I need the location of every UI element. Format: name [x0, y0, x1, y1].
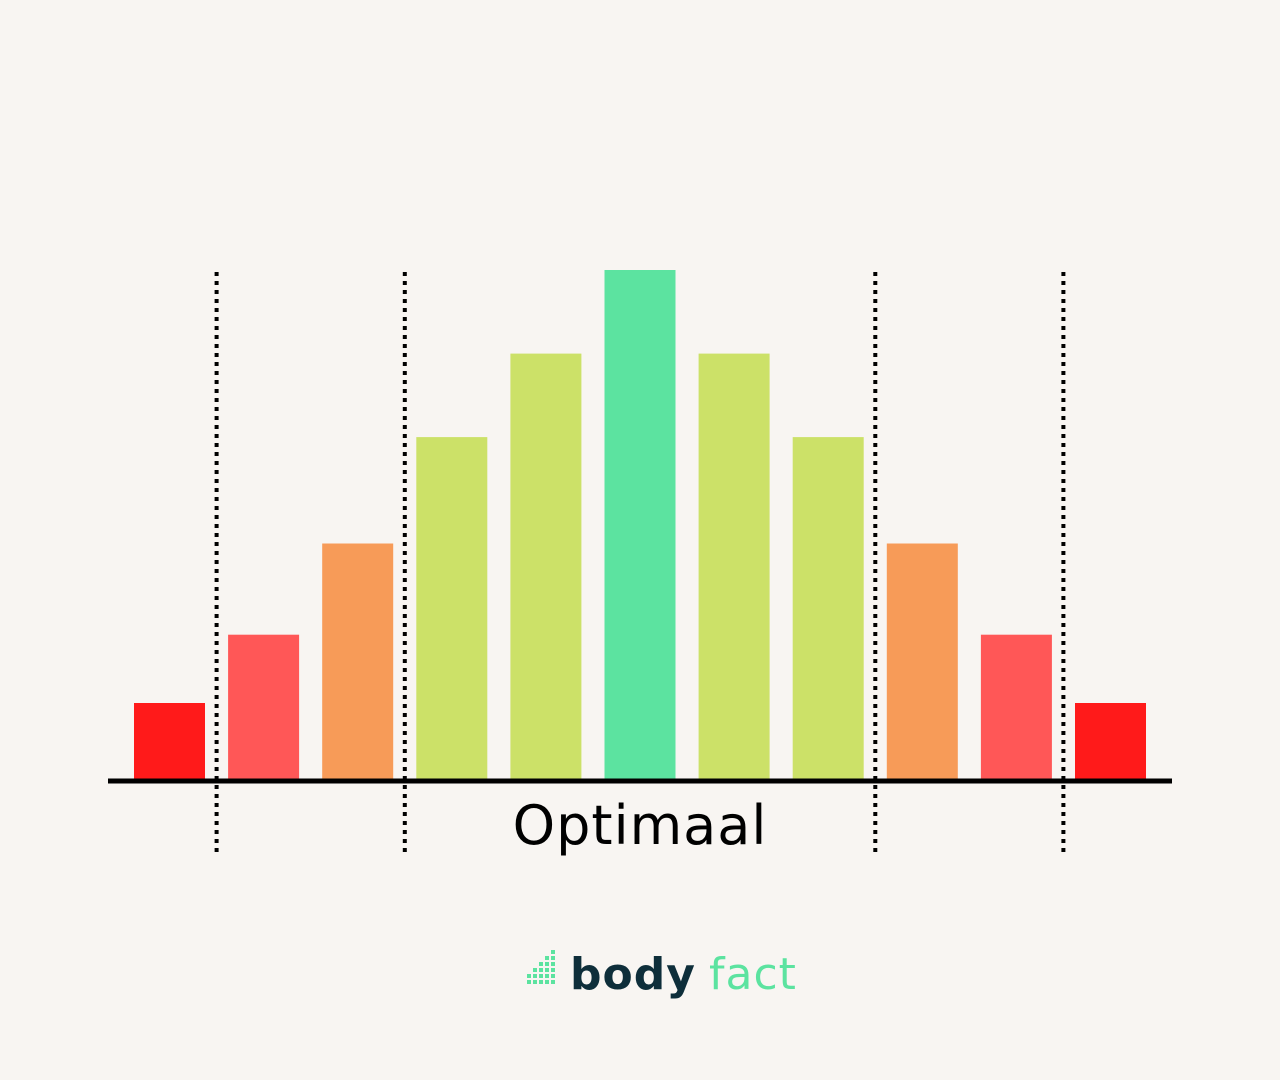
bar-1: [134, 703, 205, 779]
logo-mark-square: [545, 962, 549, 966]
logo-mark-square: [545, 956, 549, 960]
logo-mark-square: [533, 980, 537, 984]
bar-8: [792, 437, 864, 779]
logo-mark-square: [545, 968, 549, 972]
logo-mark-icon: [527, 950, 555, 984]
bar-10: [980, 634, 1052, 779]
logo-word-body: body: [570, 949, 696, 1000]
logo-mark-square: [533, 974, 537, 978]
bar-7: [698, 353, 770, 779]
logo-mark-square: [551, 974, 555, 978]
logo-mark-square: [533, 968, 537, 972]
logo-mark-square: [527, 974, 531, 978]
logo-mark-square: [545, 974, 549, 978]
zone-dividers: [214, 272, 1066, 852]
logo-mark-square: [551, 950, 555, 954]
bar-11: [1075, 703, 1146, 779]
logo-mark-square: [527, 980, 531, 984]
logo-mark-square: [551, 980, 555, 984]
bars-group: [134, 270, 1146, 779]
bar-2: [228, 634, 300, 779]
bar-3: [322, 543, 394, 779]
logo-mark-square: [539, 974, 543, 978]
bar-6: [604, 270, 676, 779]
logo-mark-square: [539, 962, 543, 966]
svg-text:body fact: body fact: [570, 949, 797, 1000]
logo-mark-square: [551, 956, 555, 960]
bar-5: [510, 353, 582, 779]
logo-word-fact: fact: [709, 949, 797, 1000]
logo-mark-square: [539, 968, 543, 972]
logo-mark-square: [551, 968, 555, 972]
logo-mark-square: [545, 980, 549, 984]
bar-9: [886, 543, 958, 779]
body-fact-logo: body fact: [527, 949, 797, 1000]
logo-mark-square: [539, 980, 543, 984]
logo-mark-square: [551, 962, 555, 966]
optimal-zone-label: Optimaal: [513, 794, 768, 857]
bar-4: [416, 437, 488, 779]
